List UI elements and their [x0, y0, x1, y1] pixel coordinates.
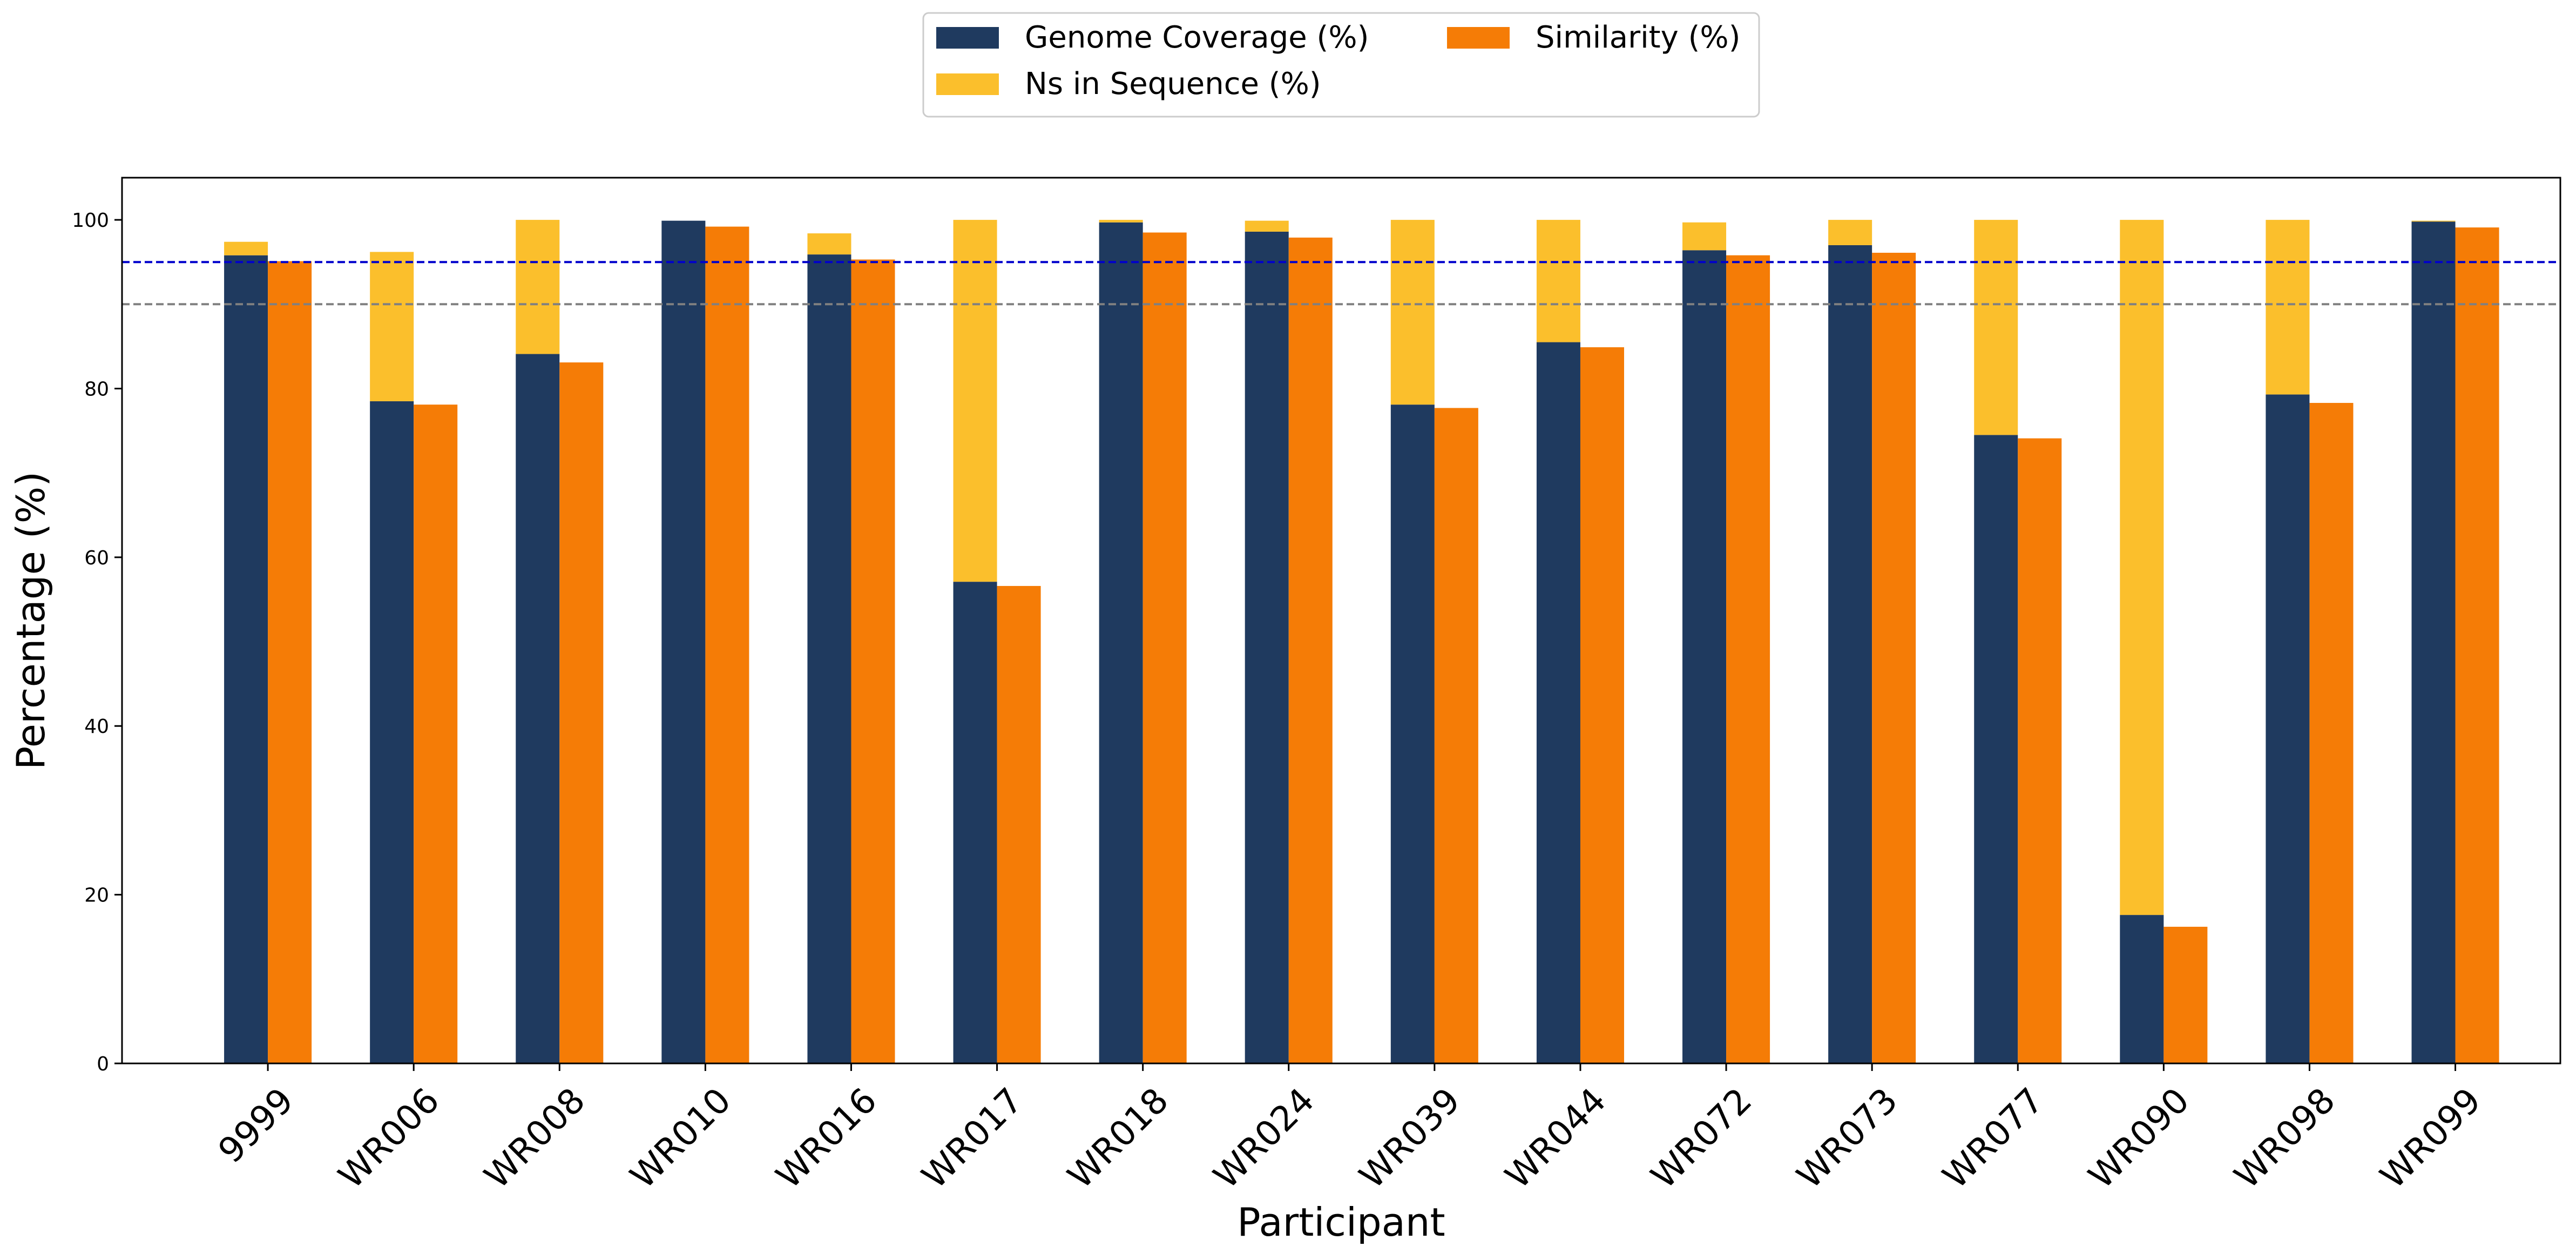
x-tick-label: WR098: [2227, 1081, 2343, 1197]
x-tick-label: WR017: [915, 1081, 1031, 1197]
bar-similarity-WR099: [2455, 227, 2499, 1064]
bar-similarity-WR017: [997, 585, 1041, 1063]
bar-coverage-WR073: [1828, 245, 1872, 1063]
bar-ns-WR098: [2266, 220, 2310, 395]
bar-coverage-WR016: [807, 254, 851, 1064]
bar-ns-WR099: [2411, 220, 2456, 222]
x-tick-label: WR024: [1206, 1081, 1322, 1197]
x-tick-label: WR016: [769, 1081, 885, 1197]
bar-similarity-WR073: [1872, 253, 1916, 1063]
legend: Genome Coverage (%) Ns in Sequence (%) Sim…: [922, 12, 1760, 118]
x-tick-label: 9999: [211, 1081, 301, 1171]
bar-coverage-WR039: [1390, 405, 1435, 1064]
bar-similarity-WR098: [2309, 403, 2354, 1063]
x-axis-title: Participant: [1237, 1200, 1445, 1245]
bar-coverage-WR017: [953, 582, 997, 1063]
y-tick-label: 20: [84, 885, 109, 907]
x-tick-label: WR010: [623, 1081, 739, 1197]
bar-ns-WR077: [1974, 220, 2018, 435]
x-tick-label: WR073: [1789, 1081, 1905, 1197]
bar-ns-WR039: [1390, 220, 1435, 405]
bar-similarity-WR018: [1142, 232, 1187, 1063]
bar-coverage-WR077: [1974, 435, 2018, 1063]
bar-coverage-WR010: [661, 220, 706, 1064]
bar-ns-WR016: [807, 233, 851, 255]
bar-similarity-WR072: [1726, 255, 1770, 1063]
bar-coverage-9999: [224, 255, 268, 1063]
bar-ns-WR044: [1536, 220, 1580, 342]
bar-similarity-WR010: [705, 226, 749, 1064]
bar-similarity-WR039: [1434, 408, 1478, 1063]
bar-ns-WR008: [516, 220, 560, 354]
x-tick-label: WR090: [2081, 1081, 2198, 1197]
y-axis: 0 20 40 60 80 100: [72, 210, 122, 1075]
bar-similarity-WR008: [559, 362, 604, 1063]
y-tick-label: 100: [72, 210, 109, 232]
reference-lines: [122, 261, 2560, 306]
legend-label: Similarity (%): [1536, 20, 1740, 55]
bar-similarity-WR006: [414, 405, 458, 1064]
bar-coverage-WR018: [1099, 222, 1143, 1063]
y-tick-label: 0: [97, 1053, 109, 1075]
bar-ns-WR006: [370, 252, 414, 401]
x-axis: 9999 WR006 WR008 WR010 WR016 WR017 WR018 WR024 W…: [211, 1063, 2489, 1197]
x-tick-label: WR044: [1498, 1081, 1614, 1197]
bar-similarity-WR090: [2163, 926, 2208, 1063]
bar-similarity-WR016: [851, 259, 895, 1063]
bar-coverage-WR099: [2411, 221, 2456, 1064]
x-tick-label: WR072: [1644, 1081, 1760, 1197]
y-tick-label: 80: [84, 378, 109, 400]
y-axis-title: Percentage (%): [8, 471, 53, 770]
y-tick-label: 40: [84, 716, 109, 738]
bar-coverage-WR044: [1536, 342, 1580, 1063]
x-tick-label: WR008: [477, 1081, 593, 1197]
plot-frame: [121, 177, 2561, 1064]
legend-swatch: [936, 27, 999, 49]
bars: [224, 220, 2499, 1064]
bar-similarity-WR077: [2018, 438, 2062, 1063]
legend-frame: [922, 12, 1760, 118]
bar-similarity-9999: [268, 261, 312, 1064]
legend-swatch: [936, 73, 999, 95]
bar-ns-WR090: [2120, 220, 2164, 915]
x-tick-label: WR018: [1060, 1081, 1177, 1197]
bar-similarity-WR044: [1580, 347, 1624, 1063]
legend-label: Genome Coverage (%): [1025, 20, 1369, 55]
bar-coverage-WR090: [2120, 915, 2164, 1063]
legend-label: Ns in Sequence (%): [1025, 66, 1321, 102]
bar-ns-WR073: [1828, 220, 1872, 245]
legend-swatch: [1447, 27, 1510, 49]
bar-ns-WR017: [953, 220, 997, 582]
bar-ns-WR072: [1682, 222, 1727, 251]
bar-coverage-WR006: [370, 401, 414, 1063]
bar-ns-WR018: [1099, 220, 1143, 223]
x-tick-label: WR099: [2373, 1081, 2489, 1197]
bar-coverage-WR098: [2266, 394, 2310, 1063]
bar-ns-WR024: [1245, 220, 1289, 232]
bar-coverage-WR072: [1682, 250, 1727, 1063]
x-tick-label: WR039: [1352, 1081, 1468, 1197]
bar-coverage-WR008: [516, 354, 560, 1063]
bar-similarity-WR024: [1288, 237, 1333, 1063]
y-tick-label: 60: [84, 547, 109, 569]
bar-ns-9999: [224, 241, 268, 255]
bar-coverage-WR024: [1245, 231, 1289, 1063]
x-tick-label: WR006: [331, 1081, 447, 1197]
x-tick-label: WR077: [1935, 1081, 2051, 1197]
